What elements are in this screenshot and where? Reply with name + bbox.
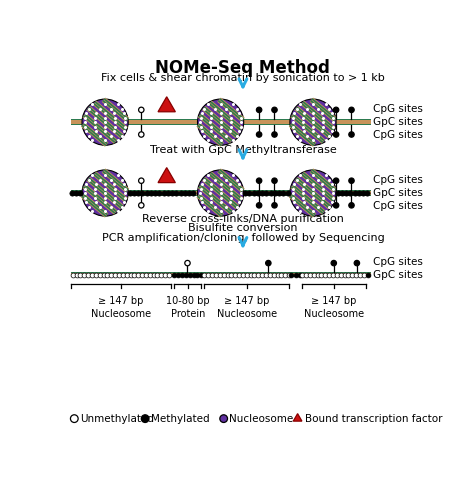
Circle shape <box>138 132 144 137</box>
Bar <box>244 124 290 125</box>
Bar <box>128 195 198 196</box>
Bar <box>336 190 371 196</box>
Circle shape <box>272 178 277 184</box>
Bar <box>244 190 290 191</box>
Circle shape <box>290 99 336 145</box>
Bar <box>71 190 82 191</box>
Bar <box>336 119 371 125</box>
Circle shape <box>220 415 228 423</box>
Text: Bisulfite conversion: Bisulfite conversion <box>188 223 298 233</box>
Circle shape <box>256 107 262 113</box>
Text: PCR amplification/cloning, followed by Sequencing: PCR amplification/cloning, followed by S… <box>101 233 384 243</box>
Circle shape <box>82 99 128 145</box>
Bar <box>336 190 371 191</box>
Circle shape <box>331 260 337 266</box>
Bar <box>71 119 82 121</box>
Circle shape <box>333 203 339 208</box>
Bar <box>128 124 198 125</box>
Text: Methylated: Methylated <box>151 414 209 424</box>
Text: GpC sites: GpC sites <box>373 117 423 127</box>
Bar <box>71 195 82 196</box>
Text: Bound transcription factor: Bound transcription factor <box>304 414 442 424</box>
Circle shape <box>349 132 354 137</box>
Text: GpC sites: GpC sites <box>373 188 423 198</box>
Circle shape <box>138 107 144 113</box>
Circle shape <box>272 132 277 137</box>
Bar <box>71 124 82 125</box>
Bar <box>71 272 371 277</box>
Circle shape <box>138 178 144 184</box>
Bar <box>128 190 198 196</box>
Circle shape <box>333 132 339 137</box>
Text: CpG sites: CpG sites <box>373 104 423 114</box>
Bar <box>244 195 290 196</box>
Circle shape <box>141 415 149 423</box>
Bar <box>71 272 371 273</box>
Circle shape <box>354 260 360 266</box>
Text: CpG sites: CpG sites <box>373 175 423 185</box>
Bar <box>71 119 82 125</box>
Circle shape <box>349 107 354 113</box>
Text: CpG sites: CpG sites <box>373 130 423 140</box>
Text: NOMe-Seq Method: NOMe-Seq Method <box>155 59 330 77</box>
Bar <box>336 195 371 196</box>
Bar <box>71 190 82 196</box>
Circle shape <box>71 415 78 423</box>
Circle shape <box>198 99 244 145</box>
Text: CpG sites: CpG sites <box>373 256 423 267</box>
Circle shape <box>185 260 190 266</box>
Bar <box>244 190 290 196</box>
Bar <box>71 276 371 277</box>
Text: 10-80 bp
Protein: 10-80 bp Protein <box>166 296 210 319</box>
Circle shape <box>198 170 244 216</box>
Bar <box>128 119 198 125</box>
Circle shape <box>256 132 262 137</box>
Text: Fix cells & shear chromatin by sonication to > 1 kb: Fix cells & shear chromatin by sonicatio… <box>101 73 385 83</box>
Circle shape <box>272 107 277 113</box>
Text: GpC sites: GpC sites <box>373 270 423 279</box>
Circle shape <box>333 178 339 184</box>
Circle shape <box>290 170 336 216</box>
Text: CpG sites: CpG sites <box>373 201 423 211</box>
Circle shape <box>333 107 339 113</box>
Bar <box>128 190 198 191</box>
Bar <box>128 119 198 121</box>
Bar <box>244 119 290 125</box>
Circle shape <box>82 170 128 216</box>
Text: Treat with GpC Methyltransferase: Treat with GpC Methyltransferase <box>150 145 336 155</box>
Text: Nucleosome: Nucleosome <box>229 414 293 424</box>
Bar <box>336 124 371 125</box>
Bar <box>244 119 290 121</box>
Circle shape <box>265 260 271 266</box>
Circle shape <box>349 178 354 184</box>
Text: Reverse cross-links/DNA purification: Reverse cross-links/DNA purification <box>142 214 344 224</box>
Text: ≥ 147 bp
Nucleosome: ≥ 147 bp Nucleosome <box>217 296 277 319</box>
Circle shape <box>272 203 277 208</box>
Circle shape <box>349 203 354 208</box>
Text: ≥ 147 bp
Nucleosome: ≥ 147 bp Nucleosome <box>304 296 364 319</box>
Text: ≥ 147 bp
Nucleosome: ≥ 147 bp Nucleosome <box>91 296 151 319</box>
Circle shape <box>256 203 262 208</box>
Text: Unmethylated: Unmethylated <box>80 414 154 424</box>
Circle shape <box>138 203 144 208</box>
Bar <box>336 119 371 121</box>
Circle shape <box>256 178 262 184</box>
